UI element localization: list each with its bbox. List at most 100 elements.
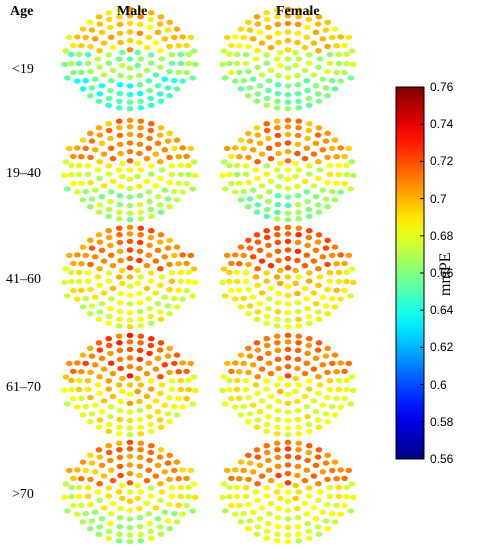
electrode-dot — [164, 138, 172, 144]
electrode-dot — [294, 308, 302, 315]
electrode-dot — [94, 56, 102, 62]
electrode-dot — [82, 34, 89, 41]
electrode-dot — [249, 76, 257, 82]
electrode-dot — [252, 167, 260, 173]
electrode-dot — [294, 257, 301, 264]
electrode-dot — [166, 68, 173, 75]
electrode-dot — [79, 352, 87, 358]
electrode-dot — [173, 244, 181, 250]
electrode-dot — [116, 90, 124, 97]
electrode-dot — [294, 201, 302, 208]
electrode-dot — [284, 274, 292, 280]
electrode-dot — [273, 489, 281, 495]
electrode-dot — [350, 494, 357, 501]
electrode-dot — [136, 347, 144, 354]
electrode-dot — [312, 194, 320, 200]
electrode-dot — [254, 390, 261, 396]
electrode-dot — [265, 520, 272, 527]
electrode-dot — [137, 316, 144, 322]
electrode-dot — [303, 34, 311, 40]
electrode-dot — [78, 287, 85, 293]
electrode-dot — [324, 419, 332, 425]
colorbar-tick-label: 0.7 — [430, 191, 447, 206]
electrode-dot — [294, 416, 302, 423]
electrode-dot — [95, 340, 103, 346]
colorbar-tick-label: 0.72 — [430, 154, 454, 169]
electrode-dot — [148, 121, 155, 127]
electrode-dot — [105, 421, 113, 428]
electrode-dot — [319, 362, 327, 368]
electrode-dot — [88, 411, 96, 417]
electrode-dot — [143, 285, 151, 292]
electrode-dot — [82, 467, 89, 474]
electrode-dot — [147, 171, 155, 177]
electrode-dot — [137, 125, 144, 131]
electrode-dot — [284, 6, 292, 12]
electrode-dot — [154, 462, 162, 468]
electrode-dot — [157, 14, 165, 20]
electrode-dot — [315, 266, 322, 272]
electrode-dot — [237, 137, 245, 143]
electrode-dot — [109, 285, 117, 292]
electrode-dot — [126, 332, 134, 338]
electrode-dot — [284, 324, 292, 330]
electrode-dot — [305, 421, 313, 428]
electrode-dot — [246, 353, 254, 359]
electrode-dot — [105, 127, 113, 134]
electrode-dot — [343, 493, 350, 500]
electrode-dot — [265, 457, 272, 464]
electrode-dot — [333, 287, 341, 293]
electrode-dot — [126, 446, 134, 452]
electrode-dot — [152, 473, 160, 479]
electrode-dot — [337, 34, 345, 40]
electrode-dot — [74, 360, 81, 366]
electrode-dot — [126, 400, 134, 407]
electrode-dot — [126, 373, 134, 379]
electrode-dot — [254, 21, 262, 27]
electrode-dot — [253, 14, 261, 20]
electrode-dot — [78, 476, 85, 482]
electrode-dot — [105, 449, 113, 456]
electrode-dot — [126, 317, 134, 323]
electrode-dot — [105, 485, 113, 491]
electrode-dot — [236, 180, 243, 186]
electrode-dot — [263, 171, 271, 177]
electrode-dot — [173, 86, 181, 92]
electrode-dot — [105, 10, 112, 16]
electrode-dot — [62, 374, 70, 380]
electrode-dot — [154, 301, 162, 307]
electrode-dot — [275, 398, 282, 405]
electrode-dot — [233, 60, 241, 67]
electrode-dot — [157, 424, 165, 430]
electrode-dot — [295, 431, 303, 437]
electrode-dot — [284, 202, 292, 209]
electrode-dot — [274, 308, 282, 315]
electrode-dot — [263, 163, 271, 169]
electrode-dot — [228, 69, 235, 76]
electrode-dot — [62, 266, 70, 272]
electrode-dot — [274, 21, 282, 28]
electrode-dot — [256, 247, 264, 253]
electrode-dot — [189, 75, 196, 81]
electrode-dot — [68, 269, 75, 276]
electrode-dot — [82, 360, 89, 367]
electrode-dot — [245, 526, 252, 532]
electrode-dot — [168, 270, 176, 276]
electrode-dot — [236, 395, 243, 401]
electrode-dot — [96, 497, 103, 503]
electrode-dot — [183, 502, 190, 509]
electrode-dot — [335, 278, 343, 285]
electrode-dot — [171, 467, 178, 474]
electrode-dot — [306, 336, 313, 342]
electrode-dot — [143, 500, 151, 507]
electrode-dot — [315, 447, 323, 453]
electrode-dot — [284, 400, 292, 407]
electrode-dot — [310, 505, 318, 511]
electrode-dot — [329, 188, 336, 195]
electrode-dot — [274, 347, 282, 354]
electrode-dot — [305, 342, 313, 349]
electrode-dot — [267, 393, 275, 400]
electrode-dot — [315, 209, 323, 215]
electrode-dot — [305, 278, 313, 284]
electrode-dot — [326, 163, 334, 169]
